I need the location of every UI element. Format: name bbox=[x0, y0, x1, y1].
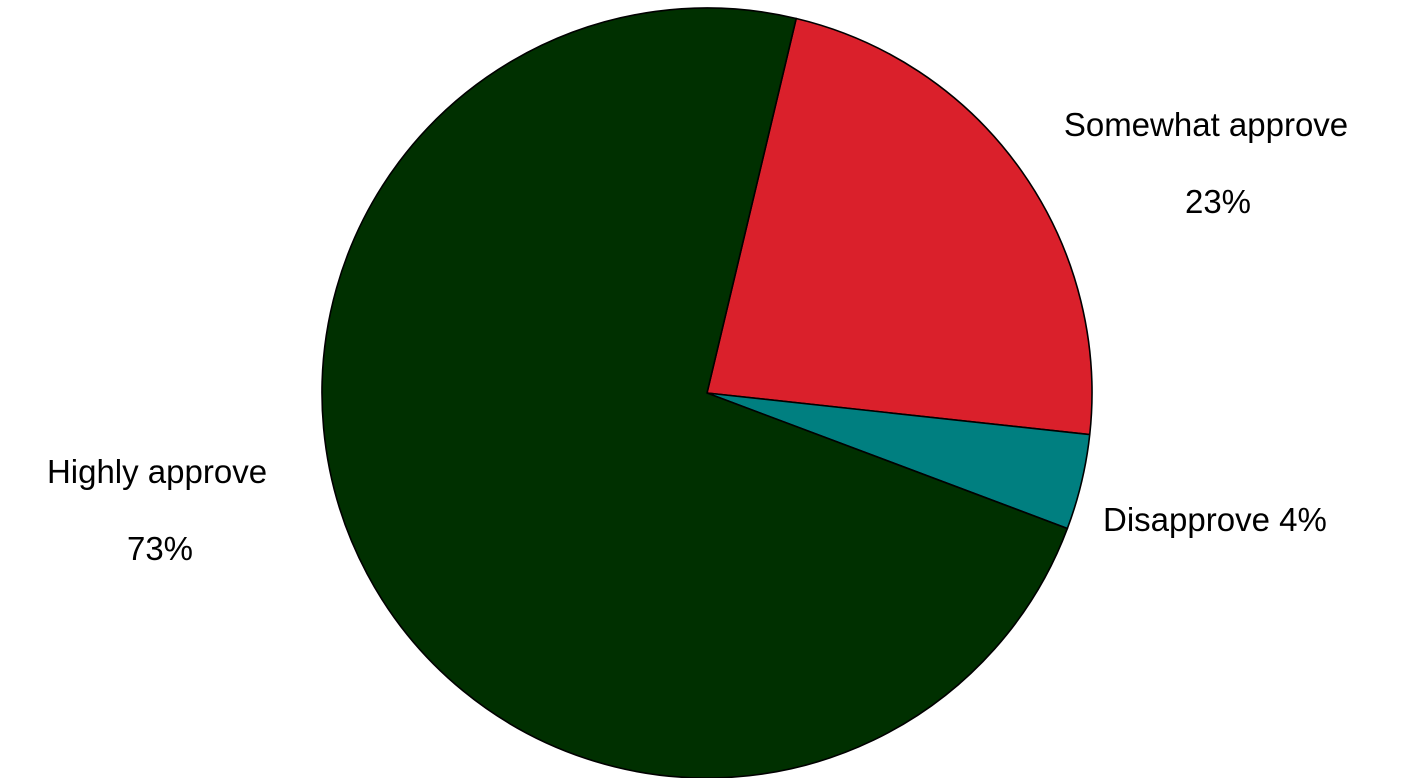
pie-category-percent-label-disapprove: Disapprove 4% bbox=[1103, 501, 1327, 538]
pie-category-label-somewhat-approve: Somewhat approve bbox=[1064, 106, 1348, 143]
pie-slices bbox=[321, 7, 1093, 778]
pie-percent-label-somewhat-approve: 23% bbox=[1185, 183, 1251, 220]
pie-category-label-highly-approve: Highly approve bbox=[47, 453, 267, 490]
pie-labels: Somewhat approve 23% Disapprove 4% Highly a… bbox=[47, 106, 1348, 567]
pie-percent-label-highly-approve: 73% bbox=[127, 530, 193, 567]
pie-slice-somewhat-approve bbox=[706, 17, 1093, 436]
pie-slice-highly-approve bbox=[321, 7, 1069, 778]
